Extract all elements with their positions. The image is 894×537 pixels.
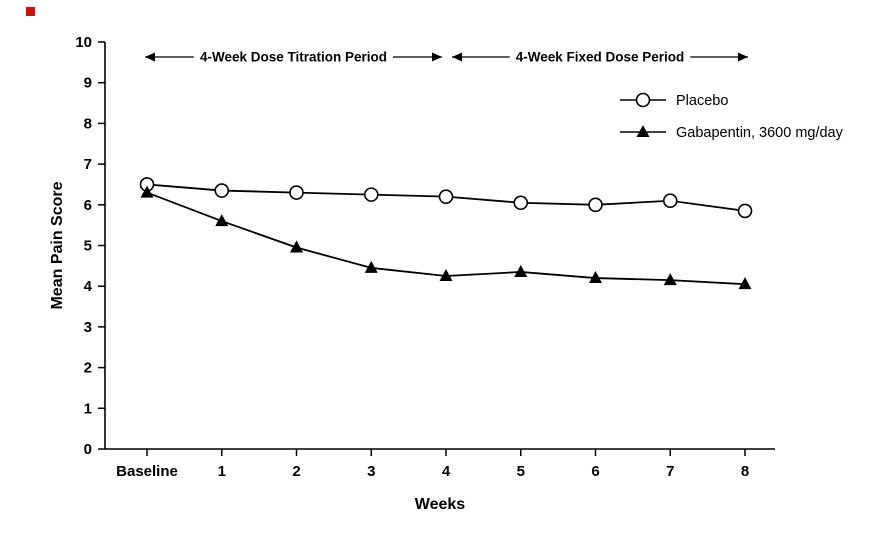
legend-label: Gabapentin, 3600 mg/day	[676, 125, 844, 141]
marker-triangle-point	[514, 264, 528, 277]
red-artifact-dot	[26, 7, 35, 16]
y-tick-label: 5	[84, 238, 92, 255]
marker-circle-point	[363, 187, 379, 202]
arrowhead-right-icon	[432, 52, 442, 62]
arrowhead-left-icon	[145, 52, 155, 62]
y-tick-label: 4	[84, 278, 93, 295]
marker-circle-point	[513, 195, 529, 211]
x-tick-label: Baseline	[116, 463, 178, 480]
marker-circle-point	[662, 193, 678, 209]
marker-circle-point	[438, 189, 454, 204]
x-tick-label: 6	[591, 463, 599, 480]
marker-triangle-point	[589, 271, 602, 284]
y-tick-label: 10	[75, 34, 92, 51]
marker-triangle-point	[215, 214, 229, 227]
x-tick-label: 1	[218, 463, 226, 480]
x-tick-label: 5	[517, 463, 525, 480]
marker-triangle-legend	[636, 125, 650, 137]
marker-triangle-point	[290, 240, 303, 253]
y-tick-label: 1	[84, 400, 92, 417]
x-tick-label: 2	[292, 463, 300, 480]
arrowhead-left-icon	[452, 52, 462, 62]
y-tick-label: 7	[84, 156, 92, 173]
x-tick-label: 4	[442, 463, 451, 480]
y-tick-label: 8	[84, 115, 92, 132]
annotation-label: 4-Week Dose Titration Period	[200, 50, 387, 65]
marker-triangle-point	[738, 277, 752, 290]
x-tick-label: 8	[741, 463, 749, 480]
y-tick-label: 3	[84, 319, 92, 336]
y-tick-label: 6	[84, 197, 92, 214]
y-tick-label: 9	[84, 75, 92, 92]
x-tick-label: 3	[367, 463, 375, 480]
marker-triangle-point	[439, 269, 453, 282]
marker-circle-point	[588, 197, 603, 213]
marker-circle-point	[289, 185, 304, 200]
annotation-label: 4-Week Fixed Dose Period	[516, 50, 685, 65]
marker-circle-point	[214, 183, 230, 198]
y-axis-title: Mean Pain Score	[49, 181, 66, 309]
marker-triangle-point	[364, 260, 378, 273]
marker-triangle-point	[663, 273, 677, 286]
annotation-label-mask	[193, 47, 394, 67]
x-axis-title: Weeks	[415, 496, 466, 513]
marker-circle-point	[737, 203, 753, 219]
x-tick-label: 7	[666, 463, 674, 480]
marker-triangle-point	[140, 185, 154, 198]
annotation-label-mask	[509, 47, 691, 67]
arrowhead-right-icon	[738, 52, 748, 62]
y-tick-label: 2	[84, 360, 92, 377]
marker-circle-legend	[635, 92, 651, 108]
y-tick-label: 0	[84, 441, 92, 458]
legend-label: Placebo	[676, 93, 728, 109]
